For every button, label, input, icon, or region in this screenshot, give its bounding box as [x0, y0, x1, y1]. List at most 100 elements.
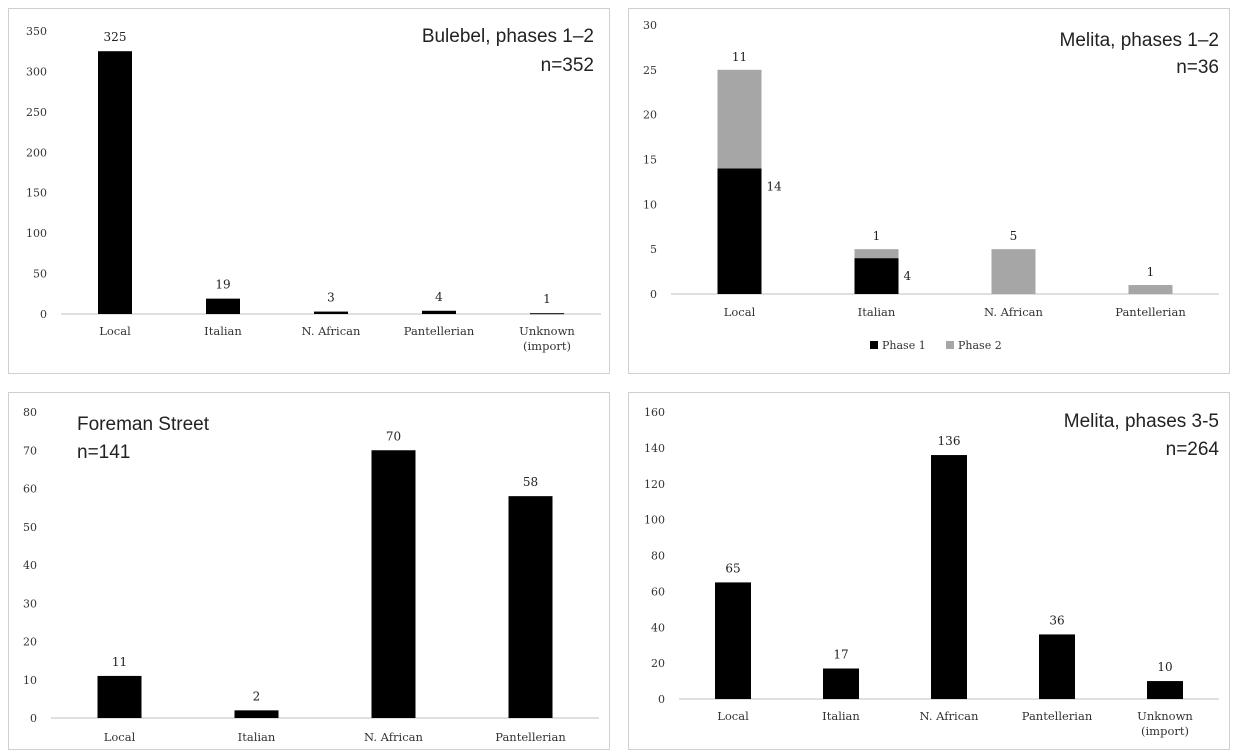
legend-label: Phase 1 — [882, 339, 926, 352]
legend-swatch — [946, 341, 954, 349]
chart-subtitle: n=352 — [541, 55, 594, 76]
data-label: 58 — [523, 475, 538, 489]
bar — [234, 710, 279, 718]
y-tick-label: 140 — [644, 442, 665, 455]
data-label: 1 — [543, 292, 551, 306]
data-label: 2 — [253, 689, 261, 703]
chart-panel-melita-1-2: 0 5 10 15 20 25 30 Local Italian N. African Pantel… — [628, 8, 1230, 374]
y-tick-label: 70 — [23, 444, 37, 457]
y-tick-label: 0 — [30, 712, 37, 725]
legend-swatch — [870, 341, 878, 349]
y-tick-label: 150 — [26, 187, 47, 200]
data-label: 3 — [327, 291, 335, 305]
category-label: N. African — [302, 324, 361, 338]
y-tick-label: 40 — [651, 621, 665, 634]
legend-label: Phase 2 — [958, 339, 1002, 352]
y-tick-label: 100 — [644, 514, 665, 527]
y-tick-label: 20 — [643, 109, 657, 122]
data-label: 36 — [1049, 613, 1064, 627]
category-label: N. African — [364, 730, 423, 744]
category-label: Italian — [204, 324, 242, 338]
chart-panel-melita-3-5: 0 20 40 60 80 100 120 140 160 Local Italian N. Afri… — [628, 392, 1230, 750]
chart-title: Melita, phases 3-5 — [1064, 411, 1219, 432]
category-label: Unknown — [519, 324, 575, 338]
bar-segment — [717, 168, 762, 294]
data-label: 1 — [1147, 265, 1155, 279]
y-tick-label: 200 — [26, 146, 47, 159]
y-tick-label: 80 — [651, 550, 665, 563]
y-tick-label: 20 — [651, 657, 665, 670]
chart-title: Bulebel, phases 1–2 — [422, 26, 594, 47]
y-tick-label: 20 — [23, 636, 37, 649]
data-label: 19 — [215, 278, 230, 292]
y-tick-label: 5 — [650, 243, 657, 256]
bar-segment — [991, 249, 1036, 294]
bar — [508, 496, 553, 718]
data-label: 136 — [938, 434, 961, 448]
y-tick-label: 0 — [658, 693, 665, 706]
bar-segment — [854, 258, 899, 294]
bar-segment — [717, 69, 762, 169]
y-tick-label: 60 — [23, 483, 37, 496]
chart-subtitle: n=36 — [1176, 57, 1219, 78]
y-tick-label: 15 — [643, 154, 657, 167]
category-label: (import) — [523, 339, 571, 353]
bar — [422, 310, 456, 314]
y-tick-label: 10 — [23, 674, 37, 687]
data-label: 4 — [435, 290, 443, 304]
y-tick-label: 100 — [26, 227, 47, 240]
data-label: 14 — [767, 179, 783, 193]
chart-panel-bulebel: 0 50 100 150 200 250 300 350 Local Italian N. Afri… — [8, 8, 610, 374]
y-tick-label: 120 — [644, 478, 665, 491]
category-label: Pantellerian — [1115, 305, 1186, 319]
category-label: N. African — [984, 305, 1043, 319]
data-label: 70 — [386, 429, 401, 443]
category-label: Unknown — [1137, 709, 1193, 723]
bar — [206, 298, 240, 314]
chart-subtitle: n=264 — [1166, 439, 1220, 460]
bar — [823, 668, 859, 699]
y-tick-label: 25 — [643, 64, 657, 77]
y-tick-label: 60 — [651, 585, 665, 598]
category-label: Local — [724, 305, 756, 319]
category-label: Local — [104, 730, 136, 744]
data-label: 17 — [833, 648, 848, 662]
y-tick-label: 350 — [26, 25, 47, 38]
data-label: 10 — [1157, 660, 1172, 674]
category-label: Italian — [238, 730, 276, 744]
category-label: Pantellerian — [1022, 709, 1093, 723]
chart-svg: 0 20 40 60 80 100 120 140 160 Local Italian N. Afri… — [644, 406, 1220, 738]
bar — [1147, 681, 1183, 699]
chart-subtitle: n=141 — [77, 442, 130, 463]
category-label: Italian — [858, 305, 896, 319]
y-tick-label: 300 — [26, 65, 47, 78]
category-label: (import) — [1141, 724, 1189, 738]
bar — [97, 675, 142, 718]
y-tick-label: 30 — [643, 19, 657, 32]
y-tick-label: 40 — [23, 559, 37, 572]
bar — [314, 311, 348, 314]
bar — [931, 455, 967, 699]
y-tick-label: 160 — [644, 406, 665, 419]
bar — [371, 450, 416, 718]
category-label: Local — [99, 324, 131, 338]
chart-svg: 0 50 100 150 200 250 300 350 Local Italian N. Afri… — [26, 25, 601, 353]
category-label: N. African — [920, 709, 979, 723]
data-label: 1 — [873, 229, 881, 243]
chart-panel-foreman-street: 0 10 20 30 40 50 60 70 80 Local Italian N. African P… — [8, 392, 610, 750]
category-label: Pantellerian — [404, 324, 475, 338]
data-label: 4 — [904, 269, 912, 283]
data-label: 65 — [725, 561, 740, 575]
bar-segment — [1128, 285, 1173, 294]
bar-segment — [854, 249, 899, 259]
chart-title: Melita, phases 1–2 — [1060, 30, 1220, 51]
bar — [1039, 634, 1075, 699]
bar — [715, 582, 751, 699]
category-label: Italian — [822, 709, 860, 723]
bar — [98, 51, 132, 314]
data-label: 5 — [1010, 229, 1018, 243]
y-tick-label: 50 — [33, 268, 47, 281]
chart-svg: 0 10 20 30 40 50 60 70 80 Local Italian N. African P… — [23, 406, 599, 744]
y-tick-label: 250 — [26, 106, 47, 119]
